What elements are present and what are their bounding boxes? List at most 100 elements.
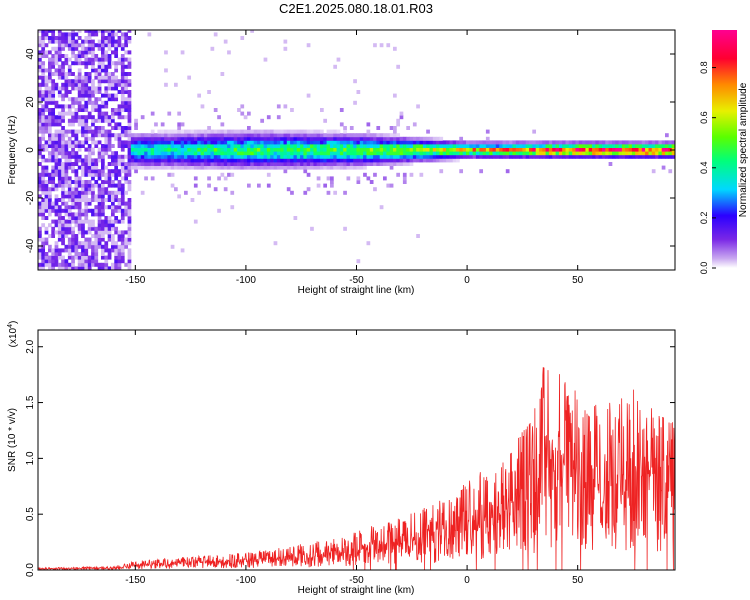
spectrogram-cell	[283, 151, 288, 156]
spectrogram-cell	[54, 262, 59, 267]
spectrogram-cell	[81, 104, 85, 109]
spectrogram-cell	[64, 72, 69, 76]
spectrogram-cell	[522, 147, 527, 152]
spectrogram-cell	[359, 136, 364, 141]
spectrogram-cell	[412, 158, 417, 163]
spectrogram-cell	[233, 129, 238, 134]
spectrogram-cell	[184, 133, 188, 138]
spectrogram-cell	[406, 136, 411, 141]
spectrogram-cell	[51, 32, 56, 37]
spectrogram-cell	[621, 144, 626, 148]
spectrogram-cell	[57, 115, 62, 120]
spectrogram-cell	[184, 165, 188, 170]
spectrogram-cell	[140, 190, 145, 195]
spectrogram-cell	[87, 90, 92, 94]
spectrogram-cell	[87, 219, 92, 224]
spectrogram-cell	[512, 151, 517, 156]
spectrogram-cell	[57, 43, 62, 48]
spectrogram-cell	[44, 79, 49, 84]
spectrogram-cell	[233, 147, 238, 152]
spectrogram-cell	[207, 162, 211, 166]
spectrogram-cell	[615, 151, 620, 156]
spectrogram-cell	[280, 140, 284, 145]
spectrogram-cell	[41, 39, 46, 44]
spectrogram-cell	[97, 223, 102, 228]
spectrogram-cell	[505, 154, 510, 159]
spectrogram-cell	[48, 198, 52, 202]
spectrogram-cell	[104, 176, 109, 181]
spectrogram-cell	[51, 57, 56, 62]
spectrogram-cell	[253, 162, 258, 166]
spectrogram-cell	[339, 151, 344, 156]
spectrogram-cell	[107, 129, 112, 134]
spectrogram-cell	[641, 144, 646, 148]
spectrogram-cell	[38, 54, 42, 58]
spectrogram-cell	[263, 129, 268, 134]
spectrogram-cell	[91, 147, 95, 152]
spectrogram-cell	[114, 43, 119, 48]
spectrogram-cell	[578, 154, 583, 159]
spectrogram-cell	[240, 129, 245, 134]
spectrogram-cell	[91, 223, 95, 228]
spectrogram-cell	[416, 140, 420, 145]
spectrogram-cell	[84, 122, 89, 127]
spectrogram-cell	[77, 72, 82, 76]
spectrogram-cell	[333, 144, 338, 148]
spectrogram-cell	[48, 194, 52, 199]
spectrogram-cell	[485, 144, 490, 148]
spectrogram-cell	[635, 147, 639, 152]
spectrogram-cell	[61, 172, 65, 177]
spectrogram-cell	[107, 32, 112, 37]
spectrogram-cell	[266, 147, 271, 152]
spectrogram-cell	[71, 154, 75, 159]
spectrogram-cell	[266, 162, 271, 166]
spectrogram-cell	[48, 190, 52, 195]
spectrogram-cell	[64, 82, 69, 87]
spectrogram-cell	[107, 226, 112, 231]
spectrogram-cell	[416, 104, 420, 109]
spectrogram-cell	[44, 68, 49, 73]
spectrogram-cell	[97, 104, 102, 109]
spectrogram-cell	[81, 97, 85, 102]
spectrogram-cell	[104, 262, 109, 267]
spectrogram-cell	[104, 50, 109, 55]
spectrogram-cell	[134, 158, 138, 163]
spectrogram-cell	[48, 205, 52, 210]
spectrogram-cell	[276, 133, 281, 138]
spectrogram-cell	[449, 144, 454, 148]
spectrogram-cell	[320, 140, 324, 145]
spectrogram-cell	[67, 162, 72, 166]
spectrogram-cell	[38, 136, 42, 141]
spectrogram-cell	[333, 136, 338, 141]
spectrogram-cell	[306, 151, 311, 156]
spectrogram-cell	[605, 144, 610, 148]
spectrogram-cell	[406, 151, 411, 156]
spectrogram-cell	[51, 82, 56, 87]
spectrogram-cell	[101, 147, 105, 152]
spectrogram-cell	[273, 154, 278, 159]
spectrogram-cell	[197, 162, 202, 166]
spectrogram-cell	[592, 144, 596, 148]
spectrogram-cell	[41, 154, 46, 159]
spectrogram-cell	[51, 201, 56, 206]
spectrogram-cell	[114, 133, 119, 138]
spectrogram-cell	[114, 61, 119, 66]
spectrogram-cell	[174, 133, 178, 138]
spectrogram-cell	[41, 129, 46, 134]
spectrogram-cell	[84, 57, 89, 62]
spectrogram-cell	[492, 140, 497, 145]
spectrogram-cell	[150, 140, 155, 145]
spectrogram-cell	[64, 111, 69, 116]
spectrogram-cell	[61, 198, 65, 202]
spectrogram-cell	[48, 187, 52, 192]
spectrogram-cell	[300, 162, 304, 166]
spectrogram-cell	[144, 176, 148, 181]
spectrogram-cell	[283, 136, 288, 141]
spectrogram-cell	[117, 234, 122, 238]
spectrogram-cell	[227, 147, 231, 152]
spectrogram-cell	[233, 140, 238, 145]
spectrogram-cell	[127, 140, 132, 145]
spectrogram-cell	[84, 244, 89, 249]
spectrogram-cell	[77, 86, 82, 91]
spectrogram-cell	[336, 57, 341, 62]
